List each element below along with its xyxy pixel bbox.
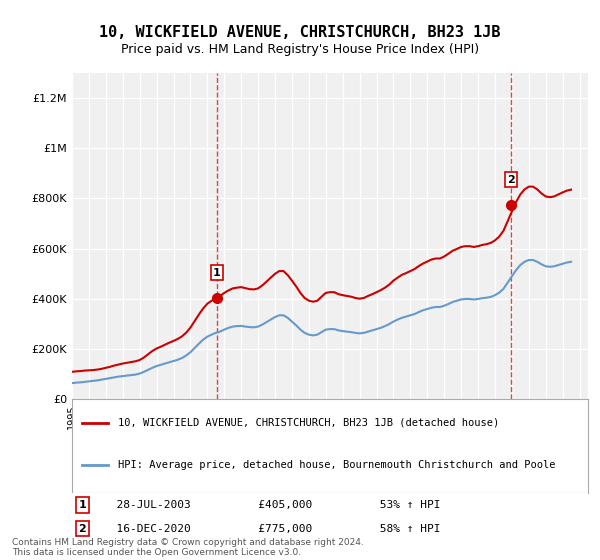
Text: 1: 1 (79, 500, 86, 510)
Text: Price paid vs. HM Land Registry's House Price Index (HPI): Price paid vs. HM Land Registry's House … (121, 43, 479, 55)
Text: 2: 2 (508, 175, 515, 185)
Text: Contains HM Land Registry data © Crown copyright and database right 2024.
This d: Contains HM Land Registry data © Crown c… (12, 538, 364, 557)
Text: HPI: Average price, detached house, Bournemouth Christchurch and Poole: HPI: Average price, detached house, Bour… (118, 460, 556, 470)
Text: 28-JUL-2003          £405,000          53% ↑ HPI: 28-JUL-2003 £405,000 53% ↑ HPI (103, 500, 440, 510)
Text: 2: 2 (79, 524, 86, 534)
Text: 10, WICKFIELD AVENUE, CHRISTCHURCH, BH23 1JB: 10, WICKFIELD AVENUE, CHRISTCHURCH, BH23… (99, 25, 501, 40)
Text: 1: 1 (213, 268, 221, 278)
Text: 10, WICKFIELD AVENUE, CHRISTCHURCH, BH23 1JB (detached house): 10, WICKFIELD AVENUE, CHRISTCHURCH, BH23… (118, 418, 500, 428)
Text: 16-DEC-2020          £775,000          58% ↑ HPI: 16-DEC-2020 £775,000 58% ↑ HPI (103, 524, 440, 534)
